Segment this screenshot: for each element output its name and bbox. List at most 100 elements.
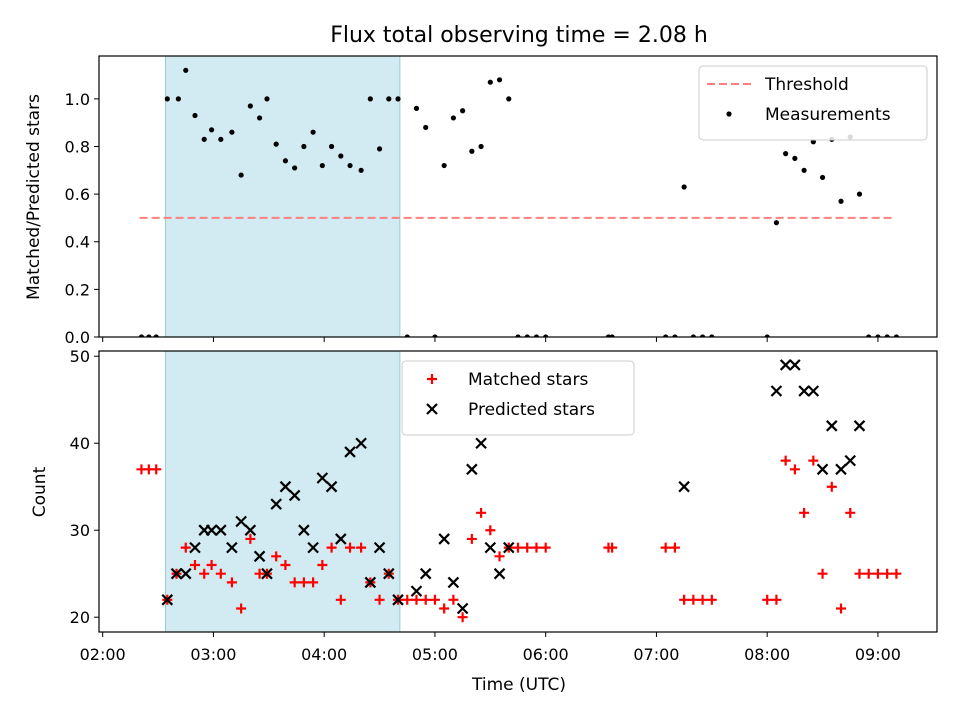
data-point bbox=[872, 568, 883, 579]
data-point bbox=[355, 437, 367, 449]
bottom-panel-y-axis-label: Count bbox=[30, 466, 50, 517]
data-point bbox=[335, 533, 347, 545]
data-point bbox=[264, 96, 270, 102]
data-point bbox=[485, 525, 496, 536]
x-tick-label: 03:00 bbox=[190, 645, 236, 664]
data-point bbox=[326, 542, 337, 553]
data-point bbox=[672, 334, 678, 337]
data-point bbox=[335, 594, 346, 605]
data-point bbox=[771, 594, 782, 605]
data-point bbox=[762, 594, 773, 605]
data-point bbox=[779, 359, 792, 371]
legend-matched-marker bbox=[427, 374, 437, 384]
data-point bbox=[457, 612, 468, 623]
x-tick-label: 04:00 bbox=[301, 645, 347, 664]
data-point bbox=[448, 594, 459, 605]
y-tick-label: 0.8 bbox=[65, 137, 90, 156]
observing-interval-shade bbox=[164, 55, 401, 338]
data-point bbox=[789, 464, 800, 475]
data-point bbox=[138, 334, 145, 337]
data-point bbox=[261, 567, 273, 580]
data-point bbox=[344, 446, 356, 458]
data-point bbox=[164, 96, 170, 102]
data-point bbox=[345, 542, 356, 553]
data-point bbox=[374, 594, 385, 605]
data-point bbox=[531, 542, 542, 553]
series-matched-stars bbox=[136, 455, 902, 623]
data-point bbox=[669, 542, 680, 553]
data-point bbox=[419, 567, 432, 580]
data-point bbox=[244, 524, 257, 536]
data-point bbox=[609, 334, 615, 337]
data-point bbox=[484, 541, 497, 554]
chart-title: Flux total observing time = 2.08 h bbox=[330, 23, 708, 48]
data-point bbox=[215, 568, 226, 579]
data-point bbox=[218, 136, 224, 142]
top-panel-matched-ratio: 0.0 0.2 0.4 0.6 0.8 1.0 Threshold Measurements bbox=[65, 55, 938, 347]
data-point bbox=[773, 220, 780, 226]
data-point bbox=[496, 77, 503, 83]
data-point bbox=[253, 550, 266, 563]
data-point bbox=[226, 577, 237, 588]
y-tick-label: 1.0 bbox=[65, 90, 90, 109]
data-point bbox=[798, 385, 810, 397]
data-point bbox=[456, 602, 469, 615]
data-point bbox=[893, 334, 899, 337]
data-point bbox=[487, 79, 493, 85]
data-point bbox=[356, 542, 367, 553]
x-tick-label: 02:00 bbox=[80, 645, 126, 664]
data-point bbox=[789, 359, 801, 371]
x-tick-label: 08:00 bbox=[744, 645, 790, 664]
x-axis-label: Time (UTC) bbox=[471, 675, 566, 695]
data-point bbox=[764, 334, 770, 337]
data-point bbox=[863, 568, 874, 579]
axes-frame bbox=[98, 55, 938, 338]
data-point bbox=[854, 568, 865, 579]
data-point bbox=[513, 542, 523, 553]
legend-label: Measurements bbox=[765, 105, 891, 125]
data-point bbox=[386, 96, 392, 102]
data-point bbox=[238, 172, 244, 178]
data-point bbox=[153, 334, 159, 337]
axes-frame bbox=[98, 350, 938, 633]
data-point bbox=[783, 151, 789, 157]
data-point bbox=[301, 143, 307, 150]
data-point bbox=[413, 105, 420, 111]
data-point bbox=[280, 560, 291, 571]
data-point bbox=[875, 334, 881, 337]
data-point bbox=[420, 594, 431, 605]
data-point bbox=[681, 184, 687, 190]
data-point bbox=[844, 454, 857, 467]
data-point bbox=[317, 560, 328, 571]
data-point bbox=[289, 577, 300, 588]
legend-measurement-marker bbox=[726, 111, 732, 117]
data-point bbox=[316, 472, 329, 484]
data-point bbox=[439, 603, 450, 614]
data-point bbox=[801, 167, 807, 173]
data-point bbox=[298, 524, 310, 536]
data-point bbox=[175, 96, 181, 102]
data-point bbox=[884, 334, 890, 337]
data-point bbox=[199, 568, 210, 579]
data-point bbox=[226, 541, 238, 554]
data-point bbox=[325, 480, 338, 493]
data-point bbox=[328, 143, 335, 150]
data-point bbox=[540, 542, 551, 553]
data-point bbox=[808, 455, 819, 466]
data-point bbox=[607, 542, 618, 553]
data-point bbox=[373, 541, 386, 554]
data-point bbox=[706, 594, 717, 605]
data-point bbox=[469, 148, 475, 154]
data-point bbox=[817, 568, 828, 579]
data-point bbox=[543, 334, 549, 337]
data-point bbox=[292, 165, 298, 171]
y-tick-label: 50 bbox=[70, 347, 90, 366]
data-point bbox=[411, 594, 422, 605]
data-point bbox=[688, 594, 699, 605]
y-tick-label: 0.2 bbox=[65, 280, 90, 299]
data-point bbox=[450, 115, 456, 121]
plot-area bbox=[136, 359, 902, 623]
data-point bbox=[206, 560, 217, 571]
data-point bbox=[161, 594, 174, 606]
